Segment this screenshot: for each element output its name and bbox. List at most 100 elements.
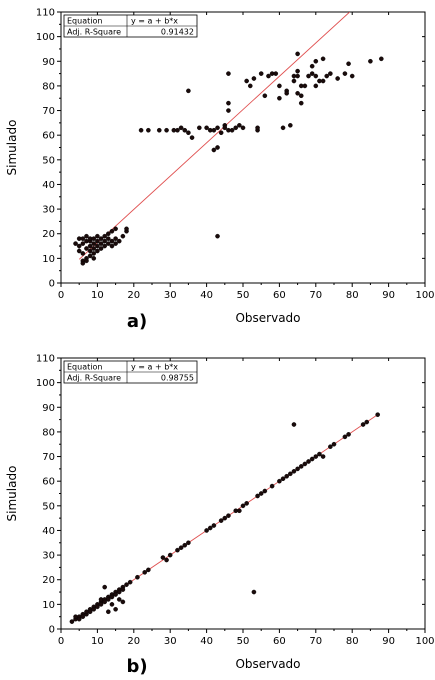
data-point (156, 127, 162, 133)
data-point (106, 609, 111, 615)
data-point (262, 93, 268, 99)
y-tick-label: 90 (42, 403, 55, 414)
data-point (146, 567, 151, 573)
data-point (98, 246, 104, 251)
data-point (80, 614, 86, 619)
panel-label: a) (127, 311, 147, 332)
legend-row-label: Adj. R-Square (67, 28, 121, 37)
y-tick-label: 0 (49, 279, 55, 290)
data-point (109, 243, 115, 249)
data-point (84, 258, 89, 264)
data-point (237, 508, 242, 514)
data-point (197, 125, 202, 131)
data-point (95, 233, 100, 239)
data-point (226, 100, 231, 106)
y-tick-label: 80 (42, 81, 55, 92)
y-tick-label: 60 (42, 477, 55, 488)
data-point (87, 609, 93, 615)
data-point (295, 68, 300, 74)
fit-line (78, 12, 350, 260)
data-point (258, 491, 264, 496)
data-point (124, 226, 129, 232)
data-point (138, 127, 144, 133)
data-point (175, 547, 180, 553)
y-tick-label: 10 (42, 254, 55, 265)
x-tick-label: 90 (382, 290, 395, 301)
data-point (218, 518, 224, 523)
data-point (211, 523, 217, 528)
data-point (288, 123, 293, 128)
data-point (313, 58, 319, 64)
data-point (87, 243, 93, 249)
x-tick-label: 90 (382, 636, 395, 647)
data-point (247, 83, 253, 89)
data-point (298, 464, 304, 469)
legend-row-value: y = a + b*x (131, 363, 178, 372)
data-point (291, 78, 297, 84)
x-tick-label: 70 (309, 636, 322, 647)
y-tick-label: 30 (42, 205, 55, 216)
data-point (102, 233, 107, 239)
data-point (91, 236, 97, 241)
data-point (335, 76, 340, 81)
data-point (218, 130, 224, 136)
x-tick-label: 10 (91, 636, 104, 647)
x-tick-label: 30 (164, 636, 177, 647)
data-point (295, 91, 300, 96)
data-point (222, 125, 228, 131)
data-point (313, 83, 319, 89)
data-point (291, 469, 297, 474)
data-point (109, 238, 115, 244)
data-point (113, 592, 118, 597)
data-point (91, 241, 97, 246)
data-point (306, 73, 311, 79)
legend-row-value: 0.91432 (161, 28, 194, 37)
data-point (346, 432, 351, 437)
data-point (258, 71, 264, 76)
data-point (288, 471, 293, 477)
data-point (182, 127, 188, 133)
data-point (124, 582, 129, 587)
data-point (106, 231, 111, 237)
legend-row-label: Adj. R-Square (67, 374, 121, 383)
x-tick-label: 60 (273, 290, 286, 301)
data-point (291, 422, 297, 427)
data-point (295, 73, 300, 79)
data-point (113, 606, 118, 612)
data-point (98, 602, 104, 607)
y-tick-label: 0 (49, 625, 55, 636)
data-point (87, 248, 93, 254)
data-point (91, 606, 97, 612)
data-point (379, 56, 384, 62)
data-point (313, 454, 319, 459)
data-point (189, 135, 195, 140)
y-tick-label: 50 (42, 501, 55, 512)
data-point (95, 604, 100, 610)
y-axis-label: Simulado (5, 120, 19, 176)
data-point (116, 597, 122, 602)
data-point (186, 88, 191, 94)
data-point (306, 459, 311, 464)
data-point (255, 493, 260, 499)
data-point (342, 434, 348, 440)
data-point (295, 466, 300, 472)
data-point (106, 236, 111, 241)
legend-row-label: Equation (67, 17, 102, 26)
data-point (240, 503, 246, 509)
data-point (106, 241, 111, 246)
data-point (182, 542, 188, 548)
x-tick-label: 100 (415, 290, 434, 301)
x-tick-label: 0 (58, 636, 64, 647)
y-tick-label: 100 (36, 378, 55, 389)
data-point (80, 260, 86, 266)
x-tick-label: 30 (164, 290, 177, 301)
data-point (102, 599, 107, 605)
chart-panel-2 (57, 357, 426, 633)
y-tick-label: 90 (42, 57, 55, 68)
data-point (280, 125, 286, 131)
data-point (204, 125, 209, 131)
data-point (368, 58, 373, 64)
y-tick-label: 110 (36, 354, 55, 365)
data-point (226, 108, 231, 113)
legend-row-value: 0.98755 (161, 374, 194, 383)
